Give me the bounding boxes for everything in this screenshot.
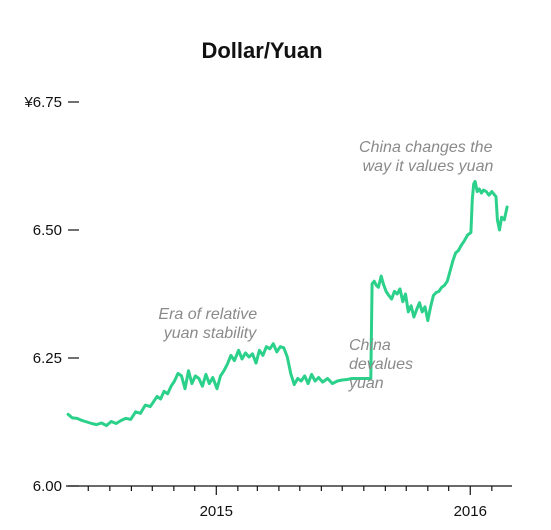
annotation-yuan-stability: Era of relative yuan stability [158,306,261,342]
x-tick-label-2015: 2015 [200,503,233,520]
dollar-yuan-series-line [66,179,509,428]
x-axis-labels: 2015 2016 [200,503,487,520]
annotation-changes-valuation-line-2: way it values yuan [363,158,494,175]
annotation-china-devalues: China devalues yuan [348,337,418,392]
annotation-china-devalues-line-1: China [349,337,391,354]
y-tick-label-600: 6.00 [33,478,62,495]
annotation-china-devalues-line-2: devalues [349,356,413,373]
annotation-changes-valuation-line-1: China changes the [359,139,493,156]
y-tick-label-650: 6.50 [33,222,62,239]
y-axis: ¥6.75 6.50 6.25 6.00 [23,94,62,495]
chart-title: Dollar/Yuan [201,38,322,63]
annotation-changes-valuation: China changes the way it values yuan [359,139,497,175]
y-tick-label-675: ¥6.75 [23,94,62,111]
x-tick-marks [87,486,493,495]
y-tick-marks [68,101,79,487]
annotation-china-devalues-line-3: yuan [348,375,384,392]
annotation-yuan-stability-line-1: Era of relative [158,306,257,323]
x-tick-label-2016: 2016 [454,503,487,520]
y-tick-label-625: 6.25 [33,350,62,367]
annotation-yuan-stability-line-2: yuan stability [163,325,257,342]
